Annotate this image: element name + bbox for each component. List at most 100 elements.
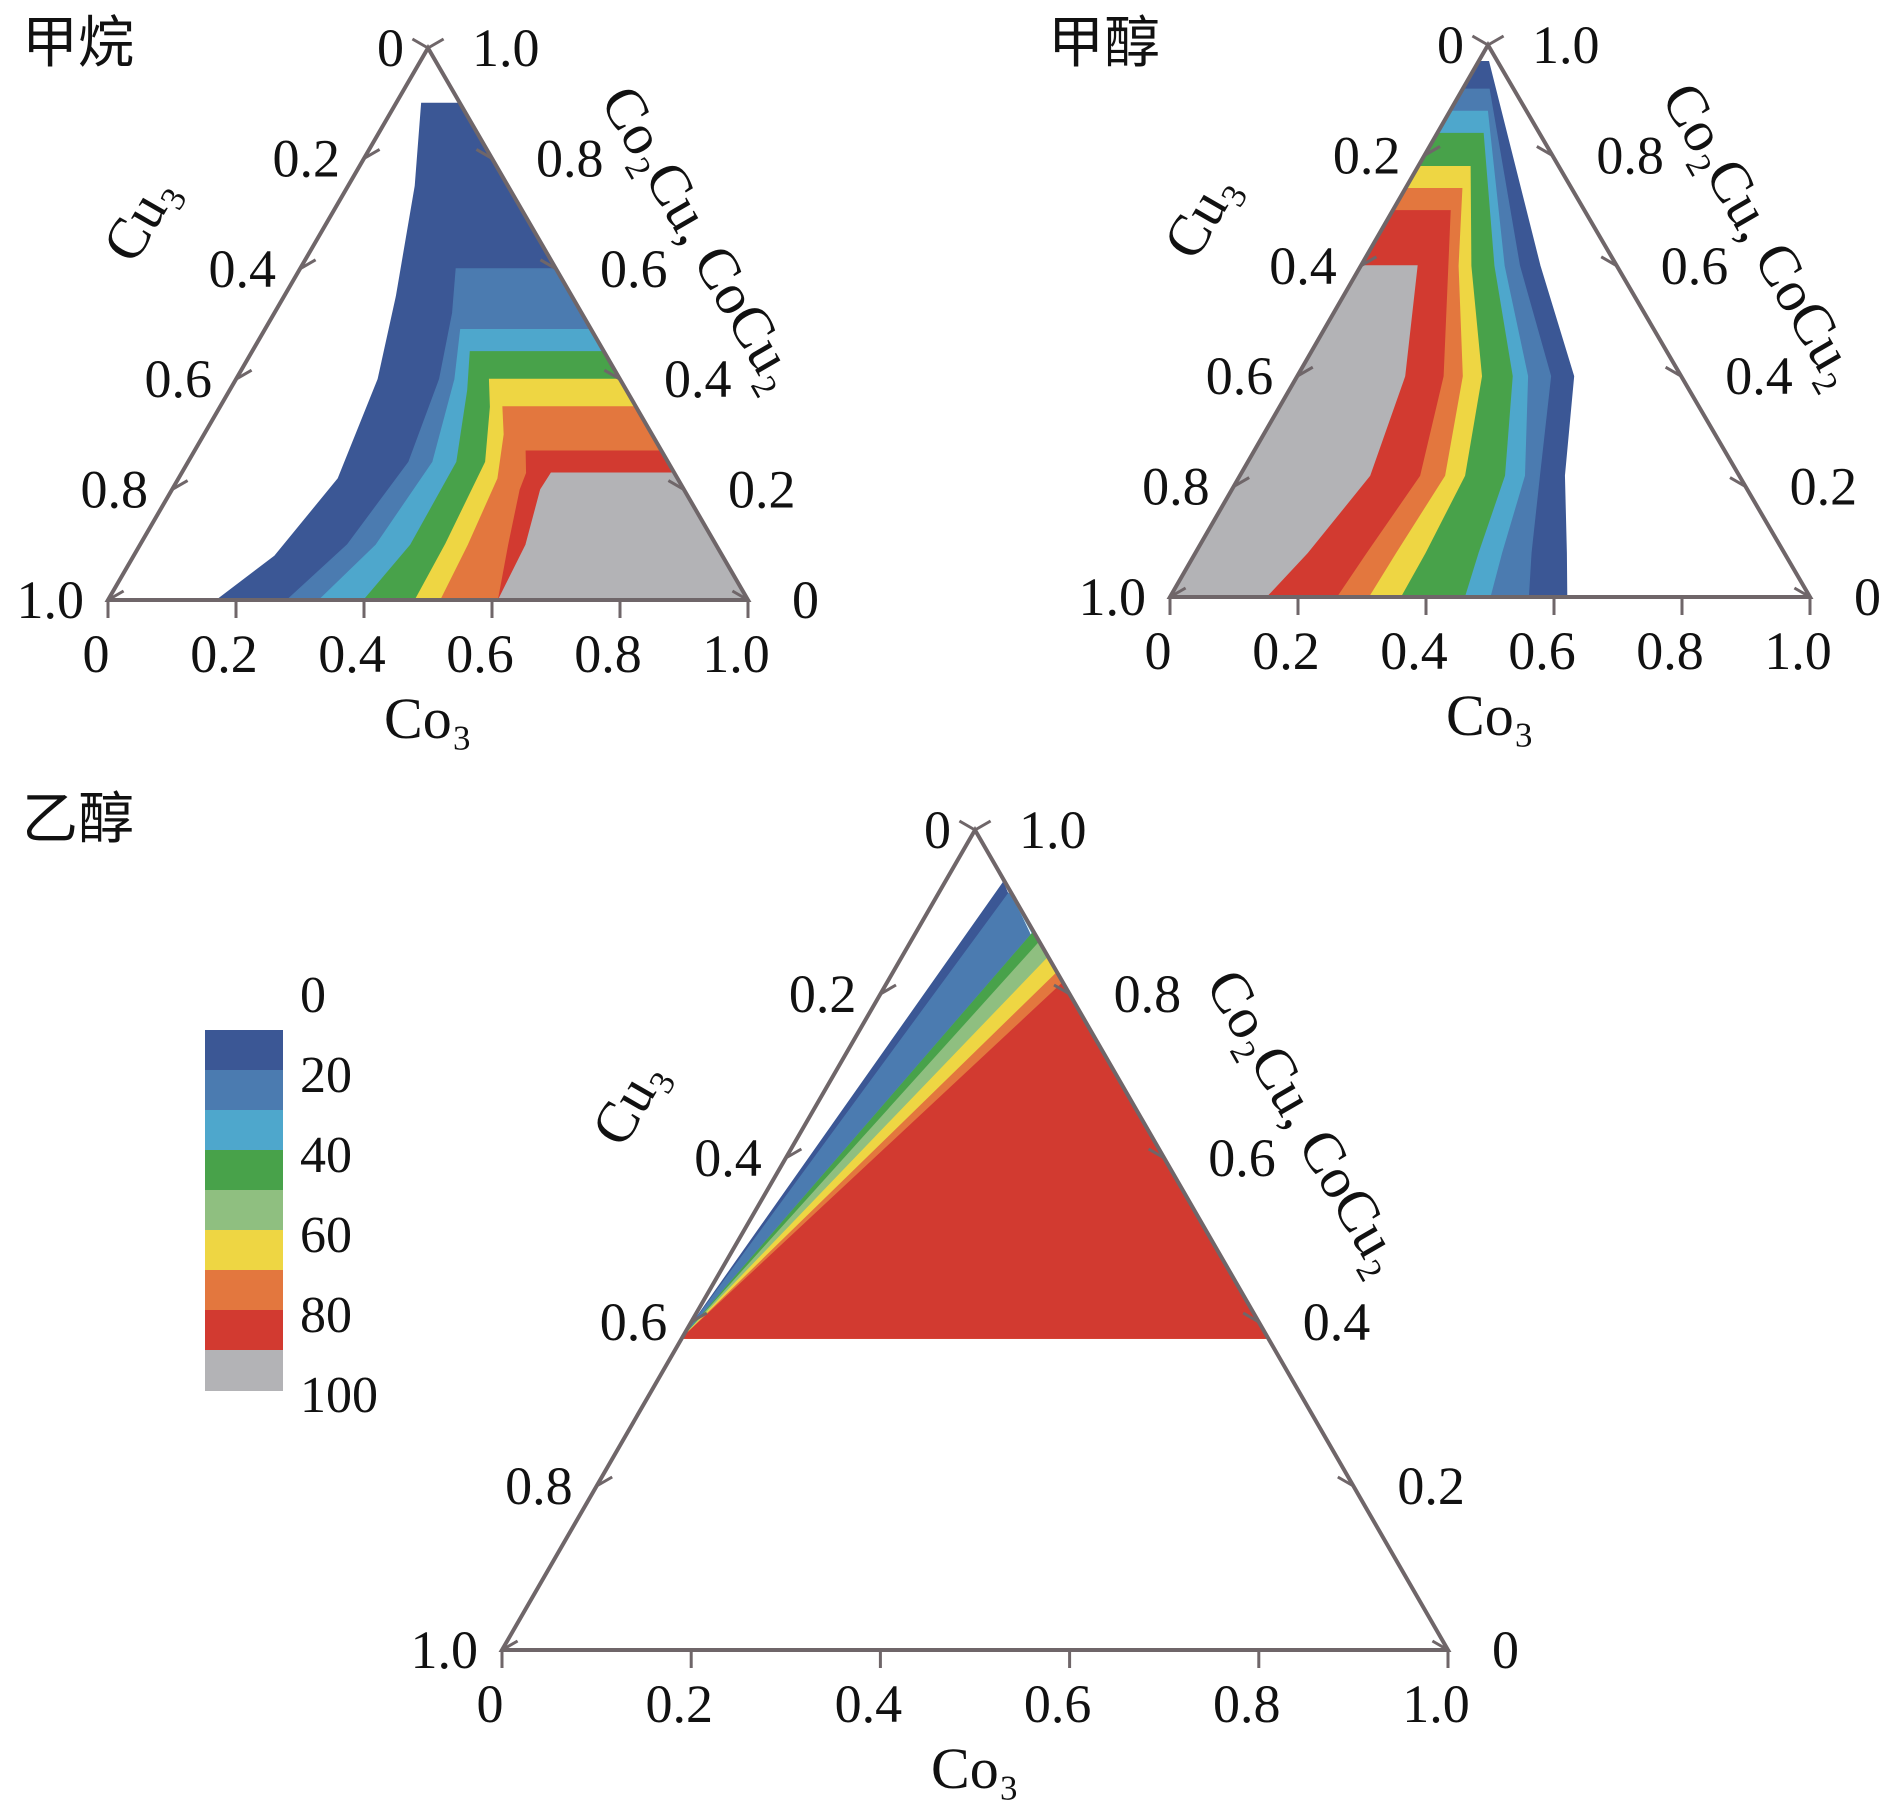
legend-swatch	[205, 1230, 283, 1271]
bottom-axis-tick-label: 1.0	[1764, 621, 1832, 681]
left-axis-tick	[107, 589, 125, 602]
left-axis-tick	[595, 1475, 613, 1488]
bottom-axis-tick-label: 0	[477, 1674, 504, 1734]
left-axis-tick	[299, 258, 317, 271]
right-axis-title: Co₂Cu, CoCu₂	[1193, 958, 1419, 1285]
bottom-axis-tick-label: 0.2	[645, 1674, 713, 1734]
right-axis-tick-label: 0.6	[600, 239, 668, 299]
left-axis-tick	[363, 148, 381, 160]
left-axis-tick	[501, 1639, 519, 1652]
bottom-axis-title: Co₃	[1446, 683, 1534, 748]
color-legend: 0 20 40 60 80 100	[205, 967, 378, 1424]
right-axis-tick-label: 0.8	[536, 128, 604, 188]
right-axis-tick-label: 0.4	[1725, 346, 1793, 406]
legend-swatch	[205, 1310, 283, 1351]
right-axis-tick-label: 0.4	[1303, 1292, 1371, 1352]
legend-swatch	[205, 1350, 283, 1391]
left-axis-tick-label: 0.2	[1333, 125, 1401, 185]
left-axis-tick-label: 0	[1437, 15, 1464, 75]
legend-level-label: 100	[300, 1367, 378, 1424]
right-axis-tick-label: 0	[1854, 567, 1881, 627]
legend-swatch	[205, 1070, 283, 1111]
right-axis-tick	[1729, 476, 1747, 488]
right-axis-tick-label: 0	[792, 570, 819, 630]
triangle-frame	[1166, 41, 1814, 599]
bottom-axis-tick-label: 0.2	[190, 624, 258, 684]
right-axis-tick	[1536, 145, 1554, 157]
left-axis-tick	[235, 368, 253, 381]
left-axis-tick	[171, 479, 189, 491]
left-axis-tick-label: 0.2	[273, 128, 341, 188]
right-axis-tick	[603, 368, 621, 381]
left-axis-tick-label: 0.2	[789, 964, 857, 1024]
right-axis-tick	[958, 819, 976, 832]
panel-title: 甲醇	[1048, 11, 1160, 76]
panel-title: 甲烷	[22, 11, 134, 76]
right-axis-tick-label: 0.2	[728, 460, 796, 520]
right-axis-tick	[411, 37, 429, 50]
bottom-axis-tick-label: 0.2	[1252, 621, 1320, 681]
left-axis-tick-label: 0.6	[1206, 346, 1274, 406]
right-axis-tick	[1337, 1475, 1355, 1488]
legend-swatch	[205, 1150, 283, 1191]
left-axis-tick-label: 0.4	[1269, 236, 1337, 296]
bottom-axis-tick-label: 0.8	[574, 624, 642, 684]
right-axis-tick-label: 0.8	[1114, 964, 1182, 1024]
bottom-axis-tick-label: 0.4	[835, 1674, 903, 1734]
contour-region-100	[1170, 265, 1418, 597]
triangle-frame	[104, 44, 752, 602]
left-axis-tick	[974, 819, 992, 832]
legend-level-label: 40	[300, 1127, 352, 1184]
bottom-axis-tick-label: 0.6	[1024, 1674, 1092, 1734]
right-axis-tick-label: 1.0	[472, 18, 540, 78]
left-axis-tick	[1360, 255, 1378, 268]
left-axis-tick-label: 0	[924, 800, 951, 860]
left-axis-tick-label: 0.6	[145, 349, 213, 409]
left-axis-tick-label: 0.4	[694, 1128, 762, 1188]
right-axis-tick-label: 0.6	[1208, 1128, 1276, 1188]
right-axis-tick	[475, 148, 493, 160]
right-axis-tick	[731, 589, 749, 602]
left-axis-tick	[1487, 34, 1505, 47]
legend-swatch	[205, 1190, 283, 1231]
left-axis-tick	[1232, 476, 1250, 488]
panel-ethanol: 0 0.2 0.4 0.6 0.8 1.0 1.0 0.8 0.6 0.4 0.2 0 0 0.2 0.4 0…	[22, 787, 1519, 1801]
left-axis-title: Cu₃	[1150, 161, 1250, 270]
right-axis-tick-label: 1.0	[1019, 800, 1087, 860]
left-axis-title: Cu₃	[89, 164, 189, 273]
right-axis-tick	[1600, 255, 1618, 268]
left-axis-tick-label: 1.0	[17, 570, 85, 630]
right-axis-tick	[539, 258, 557, 271]
left-axis-tick-label: 0.8	[1142, 457, 1210, 517]
panel-methanol: 0 0.2 0.4 0.6 0.8 1.0 1.0 0.8 0.6 0.4 0.2 0 0 0.2 0.4 0…	[1048, 11, 1881, 748]
legend-swatch	[205, 1110, 283, 1151]
left-axis-tick	[427, 37, 445, 50]
left-axis-tick	[690, 1311, 708, 1324]
bottom-axis-tick-label: 0.8	[1636, 621, 1704, 681]
panel-title: 乙醇	[22, 787, 134, 852]
right-axis-tick	[667, 479, 685, 491]
bottom-axis-tick-label: 0.4	[1380, 621, 1448, 681]
left-axis-tick-label: 0.8	[81, 460, 149, 520]
bottom-axis-title: Co₃	[931, 1736, 1019, 1801]
contour-region-100	[497, 472, 748, 600]
bottom-axis-tick-label: 1.0	[1402, 1674, 1470, 1734]
left-axis-tick-label: 0.8	[505, 1456, 573, 1516]
left-axis-tick-label: 0.4	[209, 239, 277, 299]
triangle-frame	[498, 825, 1452, 1652]
left-axis-tick-label: 1.0	[1079, 567, 1147, 627]
right-axis-tick-label: 1.0	[1532, 15, 1600, 75]
left-axis-tick-label: 1.0	[411, 1620, 479, 1680]
bottom-axis-tick-label: 0	[83, 624, 110, 684]
left-axis-tick	[879, 983, 897, 996]
contour-region-100	[680, 830, 1270, 1339]
bottom-axis-title: Co₃	[384, 686, 472, 751]
right-axis-tick-label: 0.8	[1596, 125, 1664, 185]
legend-level-label: 20	[300, 1047, 352, 1104]
bottom-axis-tick-label: 0.6	[1508, 621, 1576, 681]
left-axis-tick-label: 0	[377, 18, 404, 78]
right-axis-tick-label: 0.4	[664, 349, 732, 409]
left-axis-tick	[1169, 586, 1187, 599]
legend-swatch	[205, 1030, 283, 1071]
